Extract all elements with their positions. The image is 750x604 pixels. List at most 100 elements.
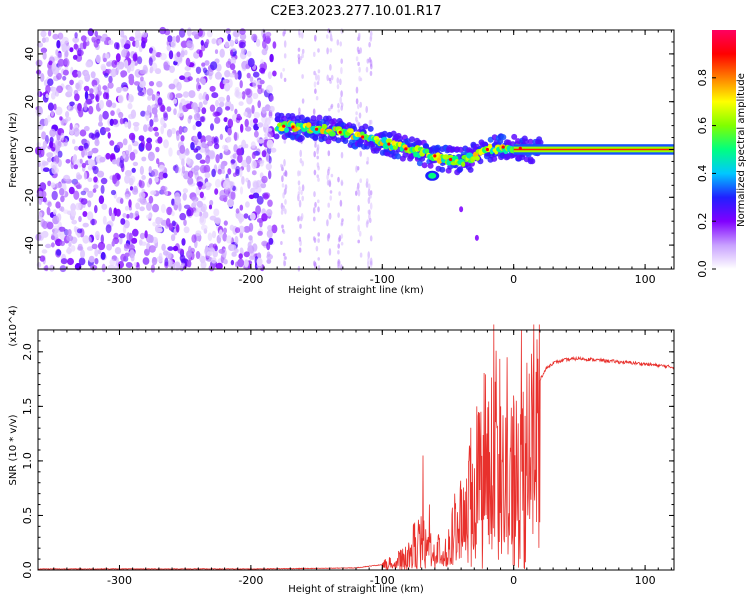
noise-speckle (222, 79, 226, 85)
noise-speckle (148, 81, 155, 87)
signal-halo (367, 125, 374, 132)
noise-speckle (214, 71, 222, 80)
noise-speckle (127, 120, 132, 130)
noise-speckle (261, 106, 267, 114)
noise-speckle (67, 229, 72, 236)
noise-speckle (79, 158, 83, 164)
noise-speckle (247, 179, 251, 189)
noise-speckle (101, 65, 107, 72)
noise-speckle (178, 108, 184, 118)
noise-speckle (155, 216, 162, 225)
noise-speckle (42, 140, 48, 149)
noise-speckle (74, 93, 80, 102)
noise-speckle (134, 39, 140, 49)
noise-speckle (148, 57, 153, 66)
noise-speckle (223, 220, 228, 226)
noise-speckle (88, 255, 95, 263)
signal-halo (457, 146, 464, 153)
noise-speckle (230, 190, 236, 201)
noise-speckle (193, 210, 201, 218)
noise-speckle (234, 235, 239, 245)
noise-speckle (208, 204, 213, 210)
noise-speckle (69, 122, 73, 130)
noise-speckle (257, 139, 265, 144)
noise-speckle (50, 110, 54, 117)
signal-halo (290, 115, 297, 122)
noise-speckle (94, 205, 98, 214)
noise-speckle (209, 85, 216, 92)
noise-speckle (124, 252, 130, 258)
faint-streak (316, 81, 320, 85)
noise-speckle (239, 204, 244, 211)
noise-speckle (199, 116, 205, 122)
noise-speckle (181, 238, 186, 246)
noise-speckle (158, 171, 165, 180)
noise-speckle (62, 75, 67, 81)
faint-streak (280, 163, 283, 168)
x-tick-label: -300 (107, 273, 132, 286)
noise-speckle (240, 123, 244, 133)
faint-streak (337, 243, 341, 249)
faint-streak (299, 223, 302, 229)
noise-speckle (246, 88, 253, 98)
signal-peak (501, 145, 505, 149)
noise-speckle (113, 232, 119, 240)
noise-speckle (272, 41, 277, 49)
noise-speckle (57, 52, 63, 59)
signal-peak (338, 130, 342, 134)
noise-speckle (96, 170, 105, 178)
noise-speckle (197, 131, 202, 140)
noise-speckle (132, 121, 140, 127)
noise-speckle (224, 41, 230, 48)
signal-halo (362, 123, 369, 130)
signal-halo (439, 166, 446, 173)
faint-streak (340, 264, 343, 271)
y-tick-label: 2.0 (21, 343, 34, 361)
noise-speckle (180, 135, 185, 142)
y-tick-label: 40 (23, 47, 36, 61)
noise-speckle (251, 151, 256, 159)
noise-speckle (143, 124, 148, 133)
noise-speckle (49, 141, 54, 149)
faint-streak (281, 167, 284, 171)
noise-speckle (215, 63, 222, 72)
noise-speckle (158, 252, 163, 261)
noise-speckle (152, 126, 159, 132)
noise-speckle (141, 156, 147, 162)
faint-tail-point (474, 234, 479, 241)
noise-speckle (85, 61, 92, 68)
faint-streak (357, 34, 361, 41)
faint-streak (359, 178, 363, 183)
noise-speckle (154, 176, 159, 183)
snr-background (38, 330, 674, 570)
noise-speckle (145, 141, 152, 151)
noise-speckle (214, 49, 219, 54)
faint-streak (328, 179, 332, 187)
noise-speckle (182, 188, 189, 194)
noise-speckle (257, 230, 263, 236)
faint-streak (327, 168, 330, 176)
signal-halo (467, 166, 474, 173)
noise-speckle (250, 141, 256, 149)
noise-speckle (151, 94, 156, 101)
noise-speckle (133, 125, 139, 132)
noise-speckle (153, 117, 159, 123)
noise-speckle (199, 164, 207, 174)
signal-core (328, 131, 336, 137)
noise-speckle (227, 118, 234, 128)
noise-speckle (175, 93, 183, 99)
noise-speckle (175, 35, 181, 43)
signal-halo (434, 147, 441, 154)
noise-speckle (129, 151, 136, 161)
noise-speckle (138, 191, 146, 199)
faint-streak (315, 96, 319, 101)
noise-speckle (249, 212, 256, 221)
faint-streak (337, 109, 341, 113)
noise-speckle (219, 133, 224, 140)
noise-speckle (179, 151, 186, 161)
noise-speckle (175, 224, 180, 233)
signal-core (306, 122, 312, 128)
faint-streak (297, 47, 301, 52)
noise-speckle (225, 235, 232, 244)
noise-speckle (100, 177, 108, 185)
